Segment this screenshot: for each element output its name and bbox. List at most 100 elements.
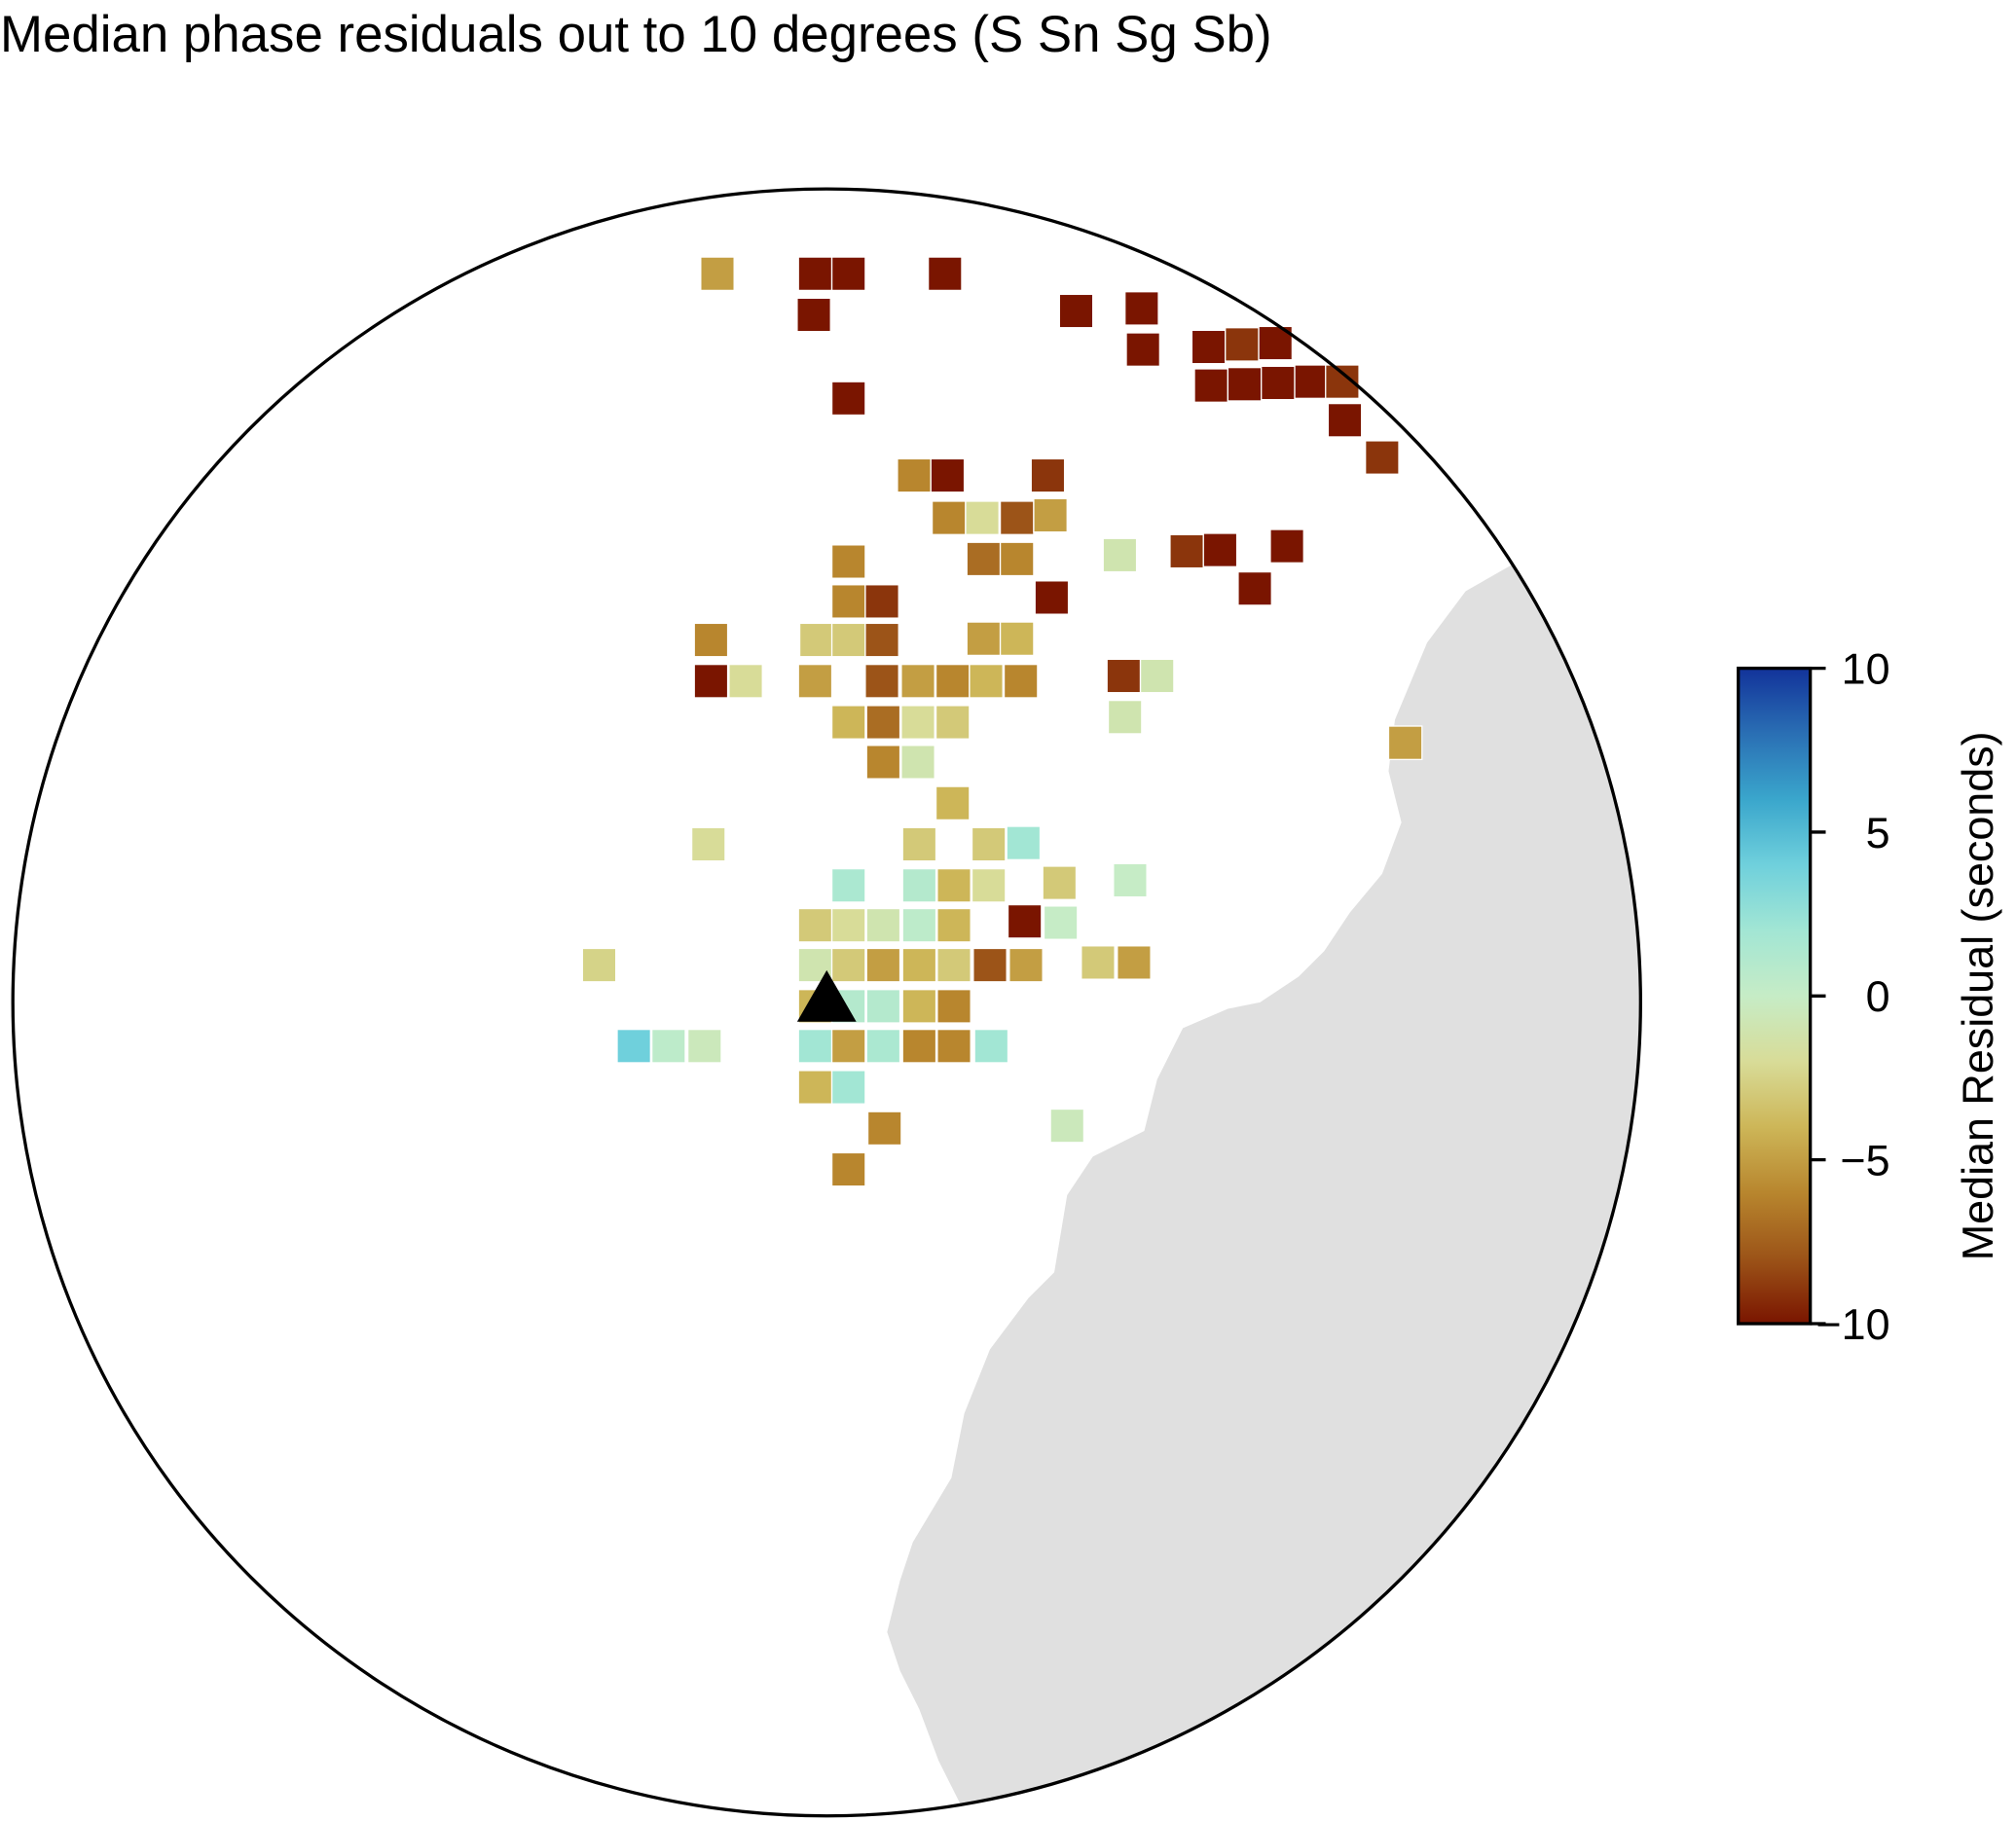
colorbar-tick-label: 10 [1842, 643, 1890, 693]
cell [1033, 497, 1068, 533]
cell [971, 826, 1007, 862]
cell [797, 663, 833, 699]
cell [866, 1111, 902, 1147]
cell [1261, 365, 1296, 401]
cell [935, 705, 971, 740]
cell [830, 381, 866, 417]
cell [1058, 293, 1094, 329]
cell [830, 907, 866, 943]
cell [1030, 457, 1066, 493]
chart-title: Median phase residuals out to 10 degrees… [0, 6, 1272, 63]
cell [830, 1028, 866, 1064]
cell [966, 541, 1002, 577]
cell [966, 621, 1002, 657]
cell [865, 705, 901, 740]
cell [936, 947, 971, 983]
cell [830, 622, 866, 658]
cell [1113, 862, 1148, 898]
cell [900, 705, 935, 740]
cell [935, 785, 971, 821]
cell [1191, 329, 1227, 365]
cell [1049, 1108, 1085, 1144]
cell [901, 826, 937, 862]
cell [927, 256, 963, 292]
cell [690, 826, 726, 862]
cell [616, 1028, 651, 1064]
cell [1106, 658, 1142, 694]
cell [796, 297, 831, 333]
cell [797, 256, 833, 292]
cell [830, 867, 866, 903]
cell [1202, 532, 1238, 567]
cells [581, 256, 1423, 1187]
cell [865, 947, 901, 983]
cell [1034, 580, 1070, 615]
cell [900, 745, 935, 780]
cell [797, 907, 833, 943]
cell [830, 947, 866, 983]
cell [973, 1028, 1009, 1064]
cell [830, 1151, 866, 1187]
cell [936, 1028, 971, 1064]
cell [797, 1028, 833, 1064]
cell [1124, 291, 1159, 326]
cell [1269, 528, 1304, 564]
map-frame [11, 187, 1642, 1818]
cell [1102, 537, 1138, 573]
cell [1365, 440, 1400, 475]
colorbar-tick-label: −10 [1815, 1299, 1889, 1349]
cell [1006, 825, 1042, 861]
cell [830, 584, 866, 619]
cell [1237, 570, 1272, 606]
cell [865, 907, 901, 943]
colorbar [1737, 666, 1813, 1326]
cell [931, 500, 967, 535]
cell [999, 500, 1035, 535]
cell [1327, 402, 1363, 438]
colorbar-tick-label: 0 [1866, 971, 1890, 1021]
cell [935, 663, 971, 699]
cell [1325, 364, 1360, 399]
cell [650, 1028, 686, 1064]
cell [1139, 658, 1175, 694]
cell [901, 867, 937, 903]
cell [1042, 865, 1078, 900]
cell [864, 622, 899, 658]
cell [1117, 945, 1152, 980]
map [887, 514, 1641, 1816]
cell [897, 457, 932, 493]
cell [1387, 725, 1423, 761]
cell [830, 705, 866, 740]
cell [901, 947, 937, 983]
cell [965, 500, 1000, 535]
cell [930, 457, 966, 493]
cell [901, 907, 937, 943]
cell [865, 989, 901, 1024]
cell [798, 622, 834, 658]
cell [1169, 533, 1204, 569]
cell [797, 1070, 833, 1105]
cell [864, 584, 899, 619]
cell [1227, 366, 1263, 402]
cell [686, 1028, 722, 1064]
cell [901, 1028, 937, 1064]
cell [830, 1070, 866, 1105]
cell [830, 256, 866, 292]
cell [1294, 364, 1330, 399]
cell [1081, 945, 1116, 980]
cell [971, 867, 1007, 903]
cell [728, 663, 763, 699]
cell [936, 867, 971, 903]
land [887, 514, 1641, 1816]
cell [1225, 327, 1260, 362]
cell [1107, 699, 1143, 735]
cell [693, 663, 729, 699]
cell [936, 989, 971, 1024]
cell [1008, 947, 1044, 983]
cell [693, 622, 729, 658]
cell [830, 544, 866, 579]
cell [581, 947, 617, 983]
cell [1007, 903, 1043, 939]
cell [865, 1028, 901, 1064]
